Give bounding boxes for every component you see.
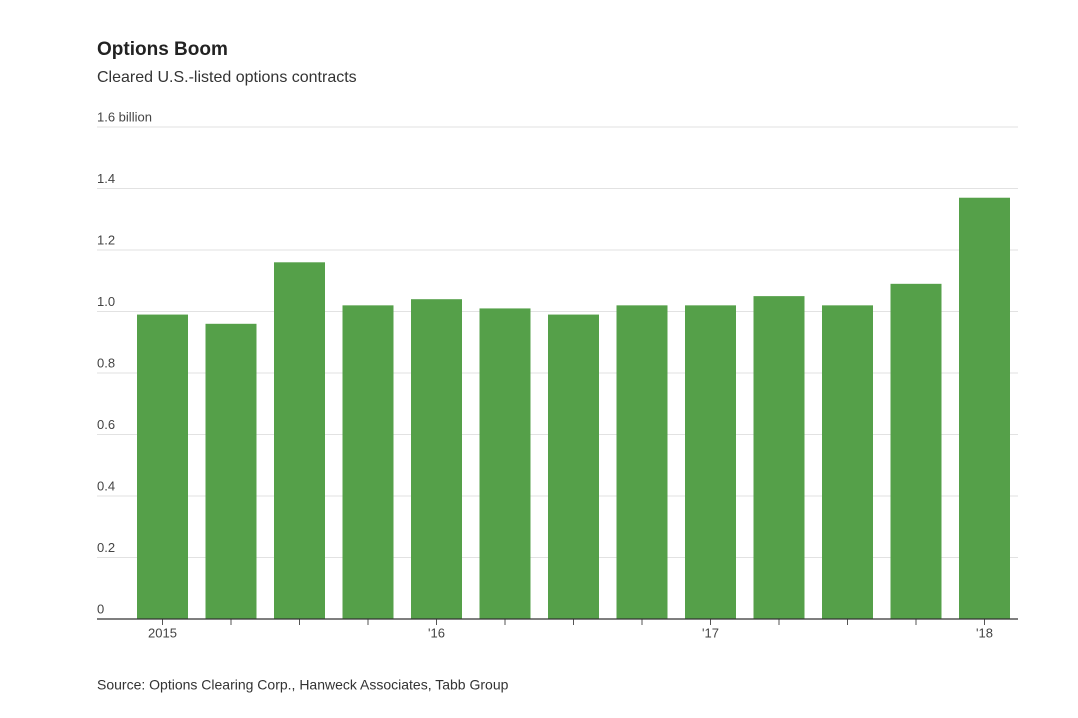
bar bbox=[822, 305, 873, 619]
y-tick-label: 0.8 bbox=[97, 355, 115, 370]
bar bbox=[411, 299, 462, 619]
bar bbox=[616, 305, 668, 619]
y-tick-label: 1.2 bbox=[97, 232, 115, 247]
y-tick-label: 0.4 bbox=[97, 478, 115, 493]
x-tick-label: '18 bbox=[976, 625, 993, 640]
x-tick-label: '16 bbox=[428, 625, 445, 640]
x-tick-label: 2015 bbox=[148, 625, 177, 640]
bar bbox=[479, 308, 531, 619]
bar bbox=[137, 314, 188, 619]
y-tick-label: 0 bbox=[97, 601, 104, 616]
bar bbox=[685, 305, 736, 619]
source-note: Source: Options Clearing Corp., Hanweck … bbox=[97, 677, 509, 693]
chart-subtitle: Cleared U.S.-listed options contracts bbox=[97, 69, 357, 86]
bar bbox=[548, 314, 599, 619]
bar bbox=[274, 262, 325, 619]
bar bbox=[205, 323, 257, 619]
bar bbox=[959, 197, 1010, 619]
bar bbox=[753, 296, 805, 619]
x-tick-label: '17 bbox=[702, 625, 719, 640]
y-tick-label: 0.6 bbox=[97, 417, 115, 432]
y-tick-label: 0.2 bbox=[97, 540, 115, 555]
y-tick-label: 1.0 bbox=[97, 294, 115, 309]
bar bbox=[890, 283, 942, 619]
bar bbox=[342, 305, 394, 619]
y-tick-label: 1.6 billion bbox=[97, 109, 152, 124]
chart-title: Options Boom bbox=[97, 39, 228, 60]
y-tick-label: 1.4 bbox=[97, 171, 115, 186]
